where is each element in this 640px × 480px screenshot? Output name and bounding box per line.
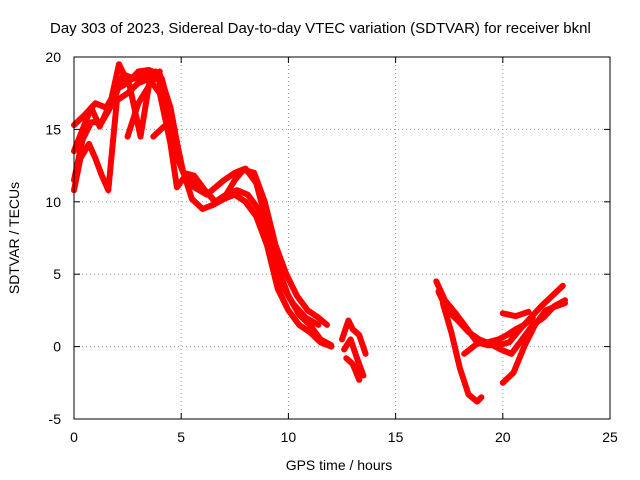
series-markers bbox=[73, 68, 332, 348]
series-markers bbox=[343, 336, 365, 377]
x-tick-label: 25 bbox=[602, 429, 618, 445]
grid bbox=[74, 57, 610, 419]
y-tick-label: 10 bbox=[45, 194, 61, 210]
series-track-12 bbox=[439, 300, 485, 405]
series-markers bbox=[345, 357, 361, 381]
x-tick-label: 0 bbox=[70, 429, 78, 445]
series-track-9 bbox=[343, 355, 363, 383]
series-line bbox=[71, 61, 330, 328]
series-track-13 bbox=[461, 314, 536, 357]
series-layer bbox=[71, 60, 568, 405]
series-markers bbox=[72, 60, 328, 326]
y-axis-label: SDTVAR / TECUs bbox=[6, 182, 22, 294]
series-track-3 bbox=[71, 67, 335, 350]
y-tick-label: 20 bbox=[45, 49, 61, 65]
x-tick-label: 15 bbox=[388, 429, 404, 445]
series-markers bbox=[437, 291, 566, 356]
series-markers bbox=[502, 310, 529, 318]
y-tick-label: 0 bbox=[53, 339, 61, 355]
y-tick-label: 15 bbox=[45, 121, 61, 137]
series-markers bbox=[435, 280, 564, 347]
series-track-8 bbox=[341, 336, 367, 379]
series-track-5 bbox=[124, 68, 163, 140]
tick-labels: 0 5 10 15 20 25 -5 0 5 10 15 20 bbox=[45, 49, 618, 445]
series-markers bbox=[152, 125, 176, 138]
series-track-6 bbox=[150, 123, 178, 140]
tick-marks bbox=[73, 56, 611, 420]
x-tick-label: 10 bbox=[281, 429, 297, 445]
series-markers bbox=[441, 302, 483, 404]
series-track-14 bbox=[499, 300, 568, 386]
series-markers bbox=[463, 316, 534, 355]
plot-frame bbox=[73, 56, 611, 420]
series-line bbox=[124, 68, 163, 140]
series-markers bbox=[340, 317, 367, 355]
y-tick-label: 5 bbox=[53, 266, 61, 282]
series-track-15 bbox=[499, 308, 532, 320]
y-tick-label: -5 bbox=[49, 411, 62, 427]
x-axis-label: GPS time / hours bbox=[286, 457, 393, 473]
series-markers bbox=[501, 302, 566, 384]
series-track-7 bbox=[339, 317, 369, 357]
x-tick-label: 5 bbox=[177, 429, 185, 445]
x-tick-label: 20 bbox=[495, 429, 511, 445]
series-track-4 bbox=[71, 60, 330, 328]
chart-title: Day 303 of 2023, Sidereal Day-to-day VTE… bbox=[50, 20, 591, 37]
